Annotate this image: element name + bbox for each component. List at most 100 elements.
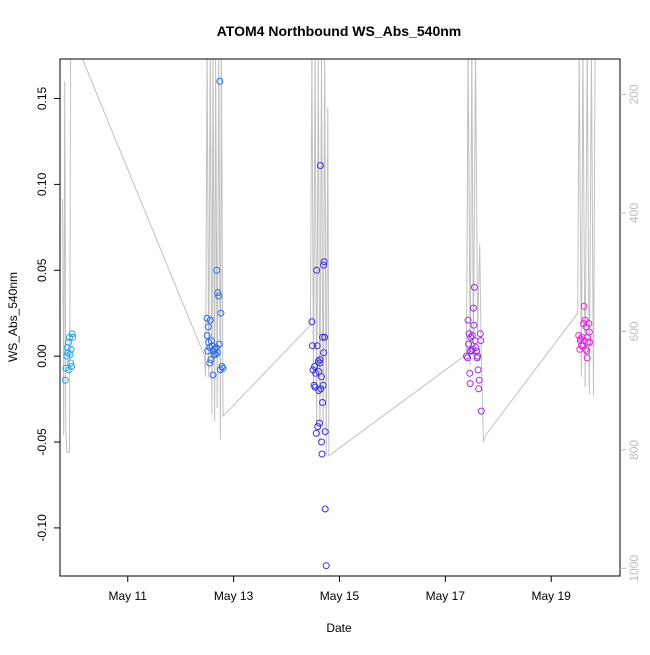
x-axis-label: Date xyxy=(326,621,352,635)
x-tick-label: May 15 xyxy=(320,589,360,603)
data-point xyxy=(63,344,71,352)
data-point xyxy=(577,335,585,343)
data-point xyxy=(69,333,77,341)
data-point xyxy=(67,359,75,367)
y2-tick-label: 600 xyxy=(627,321,641,341)
data-point xyxy=(585,320,593,327)
data-point xyxy=(470,283,478,291)
data-point xyxy=(314,423,322,431)
data-point xyxy=(463,352,470,360)
data-point xyxy=(475,376,483,384)
data-point xyxy=(68,363,76,370)
data-point xyxy=(315,387,323,394)
altitude-line-layer xyxy=(61,59,596,457)
altitude-line xyxy=(61,59,596,457)
data-point xyxy=(214,289,222,297)
data-point xyxy=(321,428,329,436)
y-axis: -0.10 -0.05 0.00 0.05 0.10 0.15 xyxy=(35,86,60,542)
data-point xyxy=(583,347,591,355)
data-point xyxy=(477,337,485,345)
data-point xyxy=(467,333,475,341)
points-layer xyxy=(61,77,594,570)
x-tick-label: May 19 xyxy=(532,589,572,603)
data-point xyxy=(321,333,329,341)
data-point xyxy=(313,266,321,274)
data-point xyxy=(472,344,480,352)
y2-tick-label: 1000 xyxy=(627,555,641,582)
data-point xyxy=(216,77,224,85)
y-tick-label: 0.05 xyxy=(35,258,49,282)
data-point xyxy=(318,438,325,446)
data-point xyxy=(315,419,323,427)
data-point xyxy=(210,350,218,358)
plot-frame xyxy=(59,58,621,577)
data-point xyxy=(321,505,329,513)
data-point xyxy=(68,330,76,338)
data-point xyxy=(314,357,322,365)
data-point xyxy=(206,359,214,367)
data-point xyxy=(66,350,74,358)
data-point xyxy=(475,385,483,393)
data-point xyxy=(311,363,319,370)
data-point xyxy=(308,318,316,326)
data-point xyxy=(580,302,588,310)
data-point xyxy=(320,258,328,266)
data-point xyxy=(216,366,224,374)
y2-tick-label: 400 xyxy=(627,203,641,223)
data-point xyxy=(319,333,326,341)
y-tick-label: 0.00 xyxy=(35,344,49,368)
data-point xyxy=(584,333,592,341)
data-point xyxy=(61,376,69,384)
data-point xyxy=(212,344,220,352)
data-point xyxy=(209,371,217,379)
y2-tick-label: 800 xyxy=(627,440,641,460)
data-point xyxy=(309,342,316,350)
y-tick-label: -0.05 xyxy=(35,428,49,456)
data-point xyxy=(582,345,590,353)
data-point xyxy=(468,332,476,339)
data-point xyxy=(320,261,328,269)
data-point xyxy=(477,407,485,415)
data-point xyxy=(215,292,223,300)
data-point xyxy=(466,380,474,388)
y-tick-label: -0.10 xyxy=(35,514,49,542)
data-point xyxy=(464,316,472,324)
data-point xyxy=(315,368,323,376)
data-point xyxy=(207,356,215,364)
data-point xyxy=(474,366,482,374)
data-point xyxy=(469,304,477,312)
y-tick-label: 0.15 xyxy=(35,86,49,110)
data-point xyxy=(317,385,325,393)
data-point xyxy=(67,345,75,353)
x-tick-label: May 17 xyxy=(426,589,466,603)
data-point xyxy=(468,347,476,355)
x-tick-label: May 11 xyxy=(109,589,148,603)
y-axis-label: WS_Abs_540nm xyxy=(6,272,20,362)
data-point xyxy=(319,381,327,389)
data-point xyxy=(320,349,328,357)
data-point xyxy=(583,354,591,362)
data-point xyxy=(207,337,215,345)
data-point xyxy=(577,342,585,350)
data-point xyxy=(218,363,226,370)
data-point xyxy=(318,450,326,458)
data-point xyxy=(322,562,330,570)
data-point xyxy=(313,342,321,350)
data-point xyxy=(465,340,473,348)
data-point xyxy=(204,323,212,331)
data-point xyxy=(206,316,214,324)
x-tick-label: May 13 xyxy=(214,589,254,603)
data-point xyxy=(473,347,481,355)
chart-title: ATOM4 Northbound WS_Abs_540nm xyxy=(217,23,462,39)
data-point xyxy=(316,356,324,364)
data-point xyxy=(474,352,482,360)
data-point xyxy=(466,369,474,377)
data-point xyxy=(464,354,472,362)
data-point xyxy=(319,399,326,406)
data-point xyxy=(316,162,324,169)
y-tick-label: 0.10 xyxy=(35,172,49,196)
data-point xyxy=(208,342,216,350)
x-axis: May 11 May 13 May 15 May 17 May 19 xyxy=(109,576,572,603)
